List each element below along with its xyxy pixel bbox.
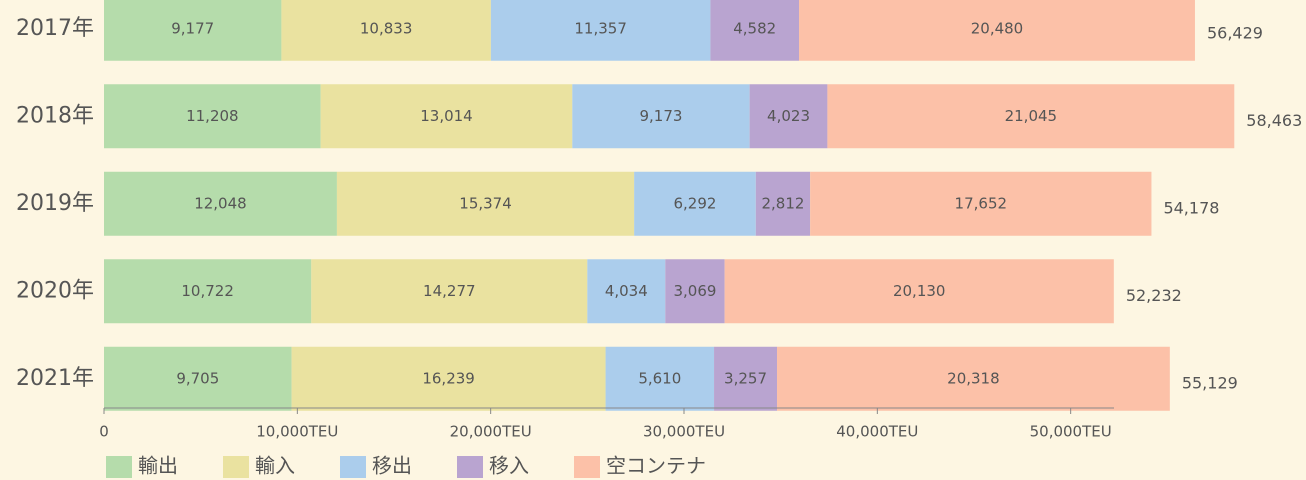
value-label: 10,833 [360,19,413,37]
total-label: 52,232 [1126,286,1182,305]
value-label: 14,277 [423,282,476,300]
value-label: 10,722 [181,282,234,300]
value-label: 13,014 [420,107,473,125]
category-label: 2018年 [16,103,94,128]
legend-swatch [223,456,249,478]
value-label: 5,610 [638,369,681,387]
legend-swatch [340,456,366,478]
legend-label: 移入 [489,454,529,478]
total-label: 56,429 [1207,23,1263,42]
legend-swatch [457,456,483,478]
value-label: 17,652 [955,194,1008,212]
x-tick-label: 10,000TEU [256,423,338,441]
value-label: 9,705 [176,369,219,387]
value-label: 12,048 [194,194,247,212]
category-label: 2017年 [16,16,94,41]
value-label: 16,239 [422,369,475,387]
value-label: 20,480 [971,19,1024,37]
value-label: 4,034 [605,282,648,300]
x-tick-label: 20,000TEU [450,423,532,441]
category-label: 2020年 [16,278,94,303]
value-label: 15,374 [459,194,512,212]
value-label: 3,069 [673,282,716,300]
value-label: 20,318 [947,369,1000,387]
value-label: 21,045 [1005,107,1058,125]
legend-swatch [106,456,132,478]
total-label: 54,178 [1163,198,1219,217]
legend-label: 輸入 [255,454,295,478]
value-label: 4,023 [767,107,810,125]
value-label: 9,173 [639,107,682,125]
x-tick-label: 30,000TEU [643,423,725,441]
legend-label: 移出 [372,454,412,478]
chart: 2017年 9,177 10,833 11,357 4,582 20,480 56,429 2… [0,0,1306,480]
value-label: 2,812 [762,194,805,212]
category-label: 2019年 [16,191,94,216]
total-label: 58,463 [1246,111,1302,130]
legend-label: 空コンテナ [606,454,706,478]
total-label: 55,129 [1182,373,1238,392]
value-label: 4,582 [733,19,776,37]
category-label: 2021年 [16,366,94,391]
x-tick-label: 50,000TEU [1030,423,1112,441]
value-label: 3,257 [724,369,767,387]
x-tick-label: 0 [99,423,109,441]
value-label: 20,130 [893,282,946,300]
legend-label: 輸出 [138,454,178,478]
value-label: 9,177 [171,19,214,37]
legend-swatch [574,456,600,478]
value-label: 11,208 [186,107,239,125]
x-tick-label: 40,000TEU [836,423,918,441]
value-label: 6,292 [674,194,717,212]
value-label: 11,357 [574,19,627,37]
